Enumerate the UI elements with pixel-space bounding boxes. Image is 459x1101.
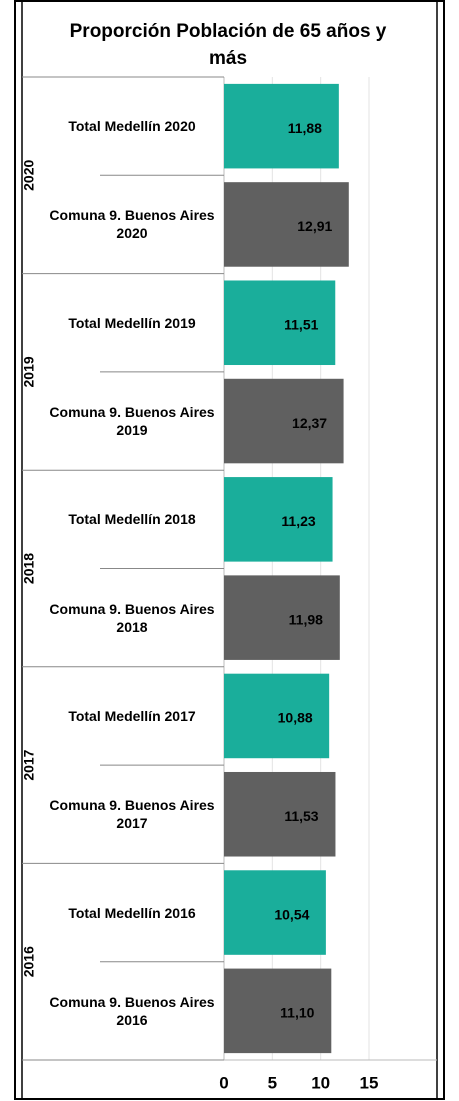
bar	[224, 771, 336, 857]
chart-title: Proporción Población de 65 años y más	[69, 21, 387, 69]
group-label: 2016	[21, 946, 37, 977]
value-label: 10,88	[278, 710, 313, 726]
value-label: 12,91	[297, 218, 332, 234]
bar	[224, 870, 326, 955]
frame	[14, 0, 445, 1100]
y-tick-label: Total Medellín 2020	[68, 118, 196, 135]
value-label: 11,10	[280, 1005, 314, 1021]
y-tick-label: Comuna 9. Buenos Aires 2016	[49, 993, 215, 1028]
x-tick-label: 15	[360, 1073, 379, 1092]
value-label: 11,51	[284, 316, 318, 332]
value-label: 11,98	[289, 611, 323, 627]
group-label: 2018	[21, 553, 37, 584]
value-label: 11,88	[288, 120, 322, 136]
y-tick-label: Total Medellín 2017	[68, 707, 196, 724]
x-tick-label: 10	[311, 1073, 330, 1092]
y-tick-label: Total Medellín 2018	[68, 511, 196, 528]
bar	[224, 575, 340, 660]
value-label: 12,37	[292, 415, 327, 431]
value-label: 11,53	[284, 808, 318, 824]
y-tick-label: Comuna 9. Buenos Aires 2019	[49, 404, 215, 439]
y-tick-label: Comuna 9. Buenos Aires 2018	[49, 600, 215, 635]
x-tick-label: 0	[219, 1073, 228, 1092]
value-label: 10,54	[274, 906, 309, 922]
bar	[224, 378, 344, 464]
bar	[224, 968, 332, 1054]
y-tick-label: Comuna 9. Buenos Aires 2017	[49, 797, 215, 832]
bar	[224, 477, 333, 562]
bar	[224, 673, 330, 759]
x-tick-label: 5	[268, 1073, 277, 1092]
value-label: 11,23	[281, 513, 315, 529]
bar	[224, 280, 336, 366]
y-tick-label: Comuna 9. Buenos Aires 2020	[49, 207, 215, 242]
group-label: 2020	[21, 160, 37, 191]
y-tick-label: Total Medellín 2016	[68, 904, 196, 921]
y-tick-label: Total Medellín 2019	[68, 314, 196, 331]
group-label: 2017	[21, 749, 37, 780]
bar	[224, 83, 339, 169]
bar	[224, 182, 349, 267]
group-label: 2019	[21, 356, 37, 387]
